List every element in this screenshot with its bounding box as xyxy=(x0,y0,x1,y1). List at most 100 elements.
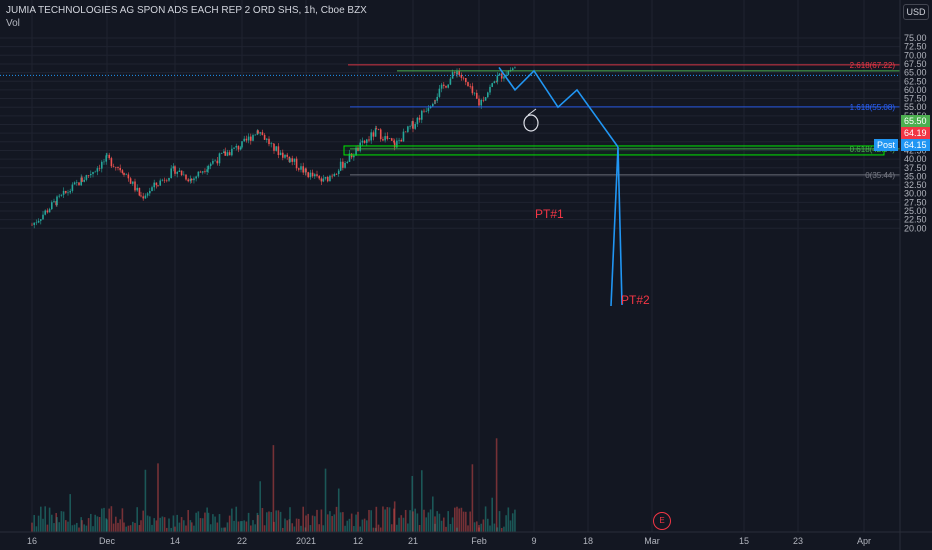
candle-body xyxy=(110,158,113,167)
projection-arrowhead xyxy=(610,146,623,307)
candle-body xyxy=(279,152,282,155)
volume-bar xyxy=(273,521,275,532)
price-tick-label: 35.00 xyxy=(904,171,927,181)
candle-body xyxy=(342,161,344,168)
volume-bar xyxy=(65,520,67,532)
candle-body xyxy=(469,86,471,87)
currency-button[interactable]: USD xyxy=(903,4,929,20)
candle-body xyxy=(400,139,403,142)
earnings-marker[interactable]: E xyxy=(653,512,671,530)
candle-body xyxy=(500,73,503,79)
candle-body xyxy=(423,110,425,112)
volume-bar xyxy=(151,524,153,532)
candle-body xyxy=(467,82,469,87)
volume-bar xyxy=(46,524,49,532)
volume-bar xyxy=(101,508,103,532)
candle-body xyxy=(170,168,172,178)
volume-bar xyxy=(209,524,212,532)
volume-bar xyxy=(467,525,469,532)
candle-body xyxy=(231,148,233,156)
volume-bar xyxy=(220,527,223,532)
candle-body xyxy=(166,180,168,182)
candle-body xyxy=(98,168,101,169)
time-tick-label: 18 xyxy=(583,536,593,546)
candle-body xyxy=(436,96,438,101)
volume-bar xyxy=(80,517,82,532)
volume-bar xyxy=(123,522,125,532)
volume-bar xyxy=(293,526,296,532)
volume-bar xyxy=(454,507,456,532)
price-tick-label: 62.50 xyxy=(904,76,927,86)
volume-bar xyxy=(398,517,400,532)
volume-bar xyxy=(201,518,204,532)
volume-bar xyxy=(159,517,161,532)
volume-bar xyxy=(337,488,340,532)
volume-bar xyxy=(432,496,434,532)
volume-bar xyxy=(35,526,38,532)
volume-bar xyxy=(460,507,463,532)
candle-body xyxy=(476,92,478,99)
candle-body xyxy=(252,135,254,141)
volume-bar xyxy=(58,522,60,532)
candle-body xyxy=(239,147,242,150)
volume-bar xyxy=(469,511,471,532)
candle-body xyxy=(103,161,105,163)
candle-body xyxy=(224,151,227,156)
annotation-labels: PT#1 PT#2 xyxy=(535,207,650,307)
volume-bar xyxy=(231,508,233,532)
level-6550-tag: 65.50 xyxy=(901,115,930,127)
volume-bar xyxy=(105,518,107,532)
volume-bar xyxy=(117,522,119,532)
volume-bar xyxy=(346,520,349,532)
volume-bar xyxy=(388,507,391,532)
candle-body xyxy=(324,176,327,179)
candle-body xyxy=(440,84,443,89)
volume-bar xyxy=(282,527,284,532)
volume-bar xyxy=(261,507,264,532)
fib-label: 1.618(55.08) xyxy=(850,103,896,112)
time-tick-label: 15 xyxy=(739,536,749,546)
volume-bar xyxy=(243,520,245,532)
volume-bar xyxy=(216,522,219,532)
time-tick-label: 14 xyxy=(170,536,180,546)
candle-body xyxy=(241,141,243,148)
volume-bar xyxy=(96,516,99,532)
price-tick-label: 32.50 xyxy=(904,180,927,190)
volume-bar xyxy=(115,516,117,532)
volume-bar xyxy=(268,511,270,532)
candle-body xyxy=(31,224,33,226)
price-axis[interactable]: 75.0072.5070.0067.5065.0062.5060.0057.50… xyxy=(899,0,932,550)
volume-bar xyxy=(449,524,452,532)
candle-body xyxy=(390,138,393,141)
volume-bar xyxy=(81,520,83,532)
time-axis[interactable]: 16 Dec 14 22 2021 12 21 Feb 9 18 Mar 15 23 Apr xyxy=(0,531,932,546)
volume-bar xyxy=(462,511,465,532)
candle-body xyxy=(233,147,235,149)
volume-bar xyxy=(193,525,195,532)
candle-body xyxy=(316,174,318,176)
volume-label: Vol xyxy=(6,18,20,29)
fib-levels: 2.618(67.22) 1.618(55.08) 0.618(42.94) 0(35… xyxy=(0,61,900,180)
candle-body xyxy=(409,126,411,127)
volume-bar xyxy=(316,509,318,532)
volume-bar xyxy=(305,515,307,532)
candle-body xyxy=(204,171,206,172)
volume-bar xyxy=(228,515,231,532)
volume-bar xyxy=(414,508,416,532)
candle-body xyxy=(243,138,245,142)
volume-bar xyxy=(178,522,181,532)
volume-bar xyxy=(440,520,443,532)
candle-body xyxy=(58,195,60,197)
volume-bar xyxy=(218,514,221,532)
volume-bar xyxy=(187,510,189,532)
volume-bar xyxy=(348,518,351,532)
price-tick-label: 25.00 xyxy=(904,206,927,216)
volume-bar xyxy=(106,519,108,532)
volume-bar xyxy=(233,520,235,532)
candle-body xyxy=(259,132,261,134)
candle-body xyxy=(337,170,340,174)
volume-bar xyxy=(245,521,248,532)
volume-bar xyxy=(33,515,35,532)
candle-body xyxy=(335,173,338,175)
